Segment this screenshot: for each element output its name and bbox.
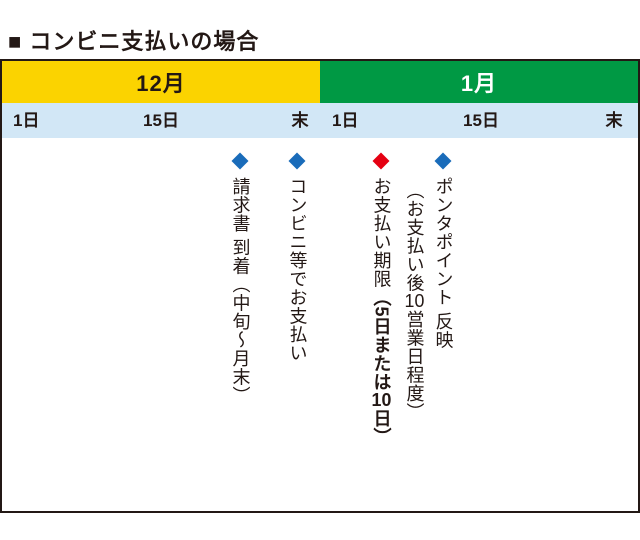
- event-ponta-points-sublabel: （お支払い後10営業日程度）: [404, 181, 425, 421]
- event-ponta-points-sub-post: 営業日程度）: [404, 310, 425, 421]
- month-label-january: 1月: [460, 71, 498, 96]
- event-ponta-points-label: ポンタポイント 反映: [433, 177, 454, 350]
- tick-jan-end: 末: [605, 111, 623, 130]
- event-payment-deadline-diamond-icon: [372, 152, 390, 170]
- event-pay-at-store-text: コンビニ等でお支払い: [287, 177, 308, 362]
- event-ponta-points-diamond-icon: [434, 152, 452, 170]
- month-label-december: 12月: [136, 71, 186, 96]
- tick-jan-1: 1日: [332, 111, 359, 130]
- month-cell-january: 1月: [320, 61, 638, 103]
- event-ponta-points-text: ポンタポイント 反映: [433, 177, 454, 350]
- tick-dec-end: 末: [291, 111, 309, 130]
- event-invoice-arrival-diamond-icon: [231, 152, 249, 170]
- event-ponta-points-sub-number: 10: [404, 292, 425, 310]
- tick-dec-15: 15日: [143, 111, 179, 130]
- event-payment-deadline-text: お支払い期限: [371, 177, 392, 288]
- event-payment-deadline-bold-number: 10: [371, 391, 392, 410]
- date-tick-row: 1日 15日 末 1日 15日 末: [2, 103, 638, 138]
- event-ponta-points-sub-pre: （お支払い後: [404, 181, 425, 292]
- event-invoice-arrival-label: 請求書 到着（中旬～月末）: [230, 177, 251, 405]
- event-invoice-arrival-text: 請求書 到着（中旬～月末）: [230, 177, 251, 405]
- event-payment-deadline-label: お支払い期限（5日または10日）: [371, 177, 392, 447]
- event-pay-at-store-label: コンビニ等でお支払い: [287, 177, 308, 362]
- timeline-body: 請求書 到着（中旬～月末） コンビニ等でお支払い お支払い期限（5日または10日…: [2, 138, 638, 511]
- month-cell-december: 12月: [2, 61, 320, 103]
- tick-dec-1: 1日: [13, 111, 40, 130]
- month-header-row: 12月 1月: [2, 61, 638, 103]
- timeline-chart: 12月 1月 1日 15日 末 1日 15日 末 請求書 到着（中旬～月末） コ…: [0, 59, 640, 513]
- event-payment-deadline-bold-pre: （5日または: [371, 288, 392, 392]
- event-payment-deadline-bold-post: 日）: [371, 409, 392, 447]
- tick-jan-15: 15日: [463, 111, 499, 130]
- event-pay-at-store-diamond-icon: [288, 152, 306, 170]
- page-title: ■ コンビニ支払いの場合: [8, 29, 260, 54]
